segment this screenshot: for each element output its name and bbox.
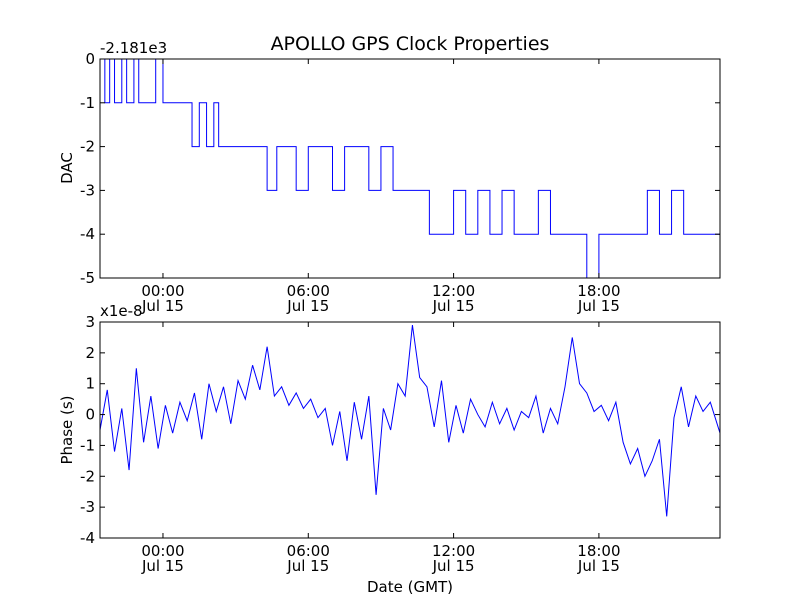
dac-panel-ytick-label: -1 (80, 94, 95, 112)
phase-panel-ytick-label: 2 (85, 344, 95, 362)
phase-panel-ytick-label: 0 (85, 406, 95, 424)
phase-panel-ylabel: Phase (s) (58, 395, 76, 464)
dac-panel-ytick-label: -2 (80, 138, 95, 156)
dac-panel-ytick-label: 0 (85, 50, 95, 68)
phase-panel-ytick-label: -1 (80, 436, 95, 454)
dac-panel-xtick-time: 18:00 (577, 282, 620, 300)
dac-panel-axes-frame (99, 58, 721, 279)
dac-panel-xtick-date: Jul 15 (286, 297, 329, 315)
dac-panel-ytick-label: -5 (80, 269, 95, 287)
dac-panel-ylabel: DAC (58, 152, 76, 184)
phase-panel-ytick-label: -3 (80, 498, 95, 516)
phase-panel-xtick-date: Jul 15 (141, 557, 184, 575)
dac-panel-xtick-time: 00:00 (141, 282, 184, 300)
phase-panel-series-line (99, 325, 721, 517)
phase-panel-ytick-label: -4 (80, 529, 95, 547)
phase-panel-ytick-label: 1 (85, 375, 95, 393)
phase-panel-offset-label: x1e-8 (100, 302, 143, 320)
dac-panel-xtick-date: Jul 15 (141, 297, 184, 315)
phase-panel-axes-frame (99, 321, 721, 539)
dac-panel-xtick-date: Jul 15 (577, 297, 620, 315)
phase-panel-xtick-time: 18:00 (577, 542, 620, 560)
dac-panel-xtick-time: 06:00 (287, 282, 330, 300)
phase-panel-xtick-date: Jul 15 (577, 557, 620, 575)
dac-panel-xtick-date: Jul 15 (432, 297, 475, 315)
dac-panel-ytick-label: -3 (80, 181, 95, 199)
phase-panel-xtick-time: 06:00 (287, 542, 330, 560)
dac-panel-series-line (100, 58, 720, 279)
dac-panel-xtick-time: 12:00 (432, 282, 475, 300)
phase-panel-xtick-date: Jul 15 (432, 557, 475, 575)
phase-panel-xlabel: Date (GMT) (367, 578, 453, 596)
phase-panel-ytick-label: 3 (85, 313, 95, 331)
phase-panel-xtick-date: Jul 15 (286, 557, 329, 575)
dac-panel-ytick-label: -4 (80, 225, 95, 243)
phase-panel-xtick-time: 00:00 (141, 542, 184, 560)
phase-panel-ytick-label: -2 (80, 467, 95, 485)
dac-panel-offset-label: -2.181e3 (100, 39, 167, 57)
chart-title: APOLLO GPS Clock Properties (271, 33, 550, 55)
phase-panel-xtick-time: 12:00 (432, 542, 475, 560)
